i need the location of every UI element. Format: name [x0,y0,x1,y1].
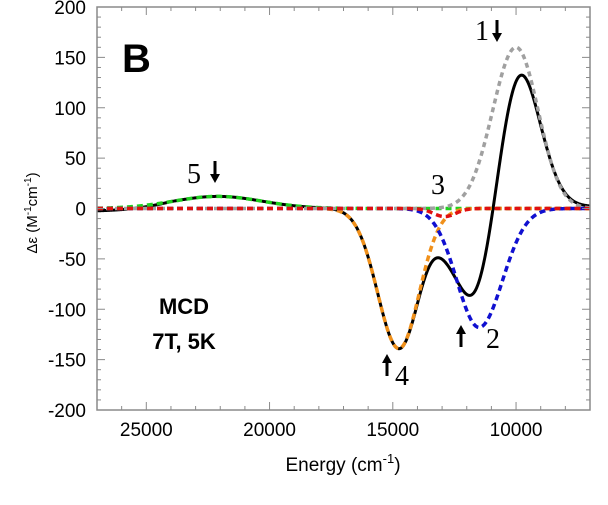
y-tick-label: -50 [59,250,86,271]
x-axis-title-end: ) [394,455,400,476]
x-tick-label: 10000 [490,420,543,441]
y-axis-title-end: ) [24,172,41,177]
x-axis-title-main: Energy (cm [285,455,382,476]
arrow-band-4-icon [382,354,392,376]
y-tick-label: -200 [48,401,86,422]
x-tick-label: 20000 [243,420,296,441]
band-label-1: 1 [475,16,489,47]
y-tick-label: 0 [75,200,86,221]
x-tick-label: 25000 [120,420,173,441]
arrow-band-2-icon [456,325,466,347]
series-band-3-fit [97,206,590,219]
series-band-4-fit [97,206,590,351]
x-tick-label: 15000 [366,420,419,441]
y-tick-label: 200 [54,0,86,19]
panel-label: B [122,37,151,81]
y-tick-label: -150 [48,351,86,372]
tick-labels-layer: 25000 20000 15000 10000 -200 -150 -100 -50 0 50 10… [48,0,543,441]
y-axis-title: Δε (M-1cm-1) [23,172,41,253]
y-tick-label: -100 [48,300,86,321]
band-label-3: 3 [431,170,445,201]
x-axis-title: Energy (cm-1) [285,451,400,476]
band-label-2: 2 [486,324,500,355]
markers-layer: 1 2 3 4 5 [187,16,502,392]
y-axis-title-sup1: -1 [23,206,34,215]
y-axis-title-mid: cm [24,186,41,206]
series-band-1-fit [97,45,590,211]
annotation-line-1: MCD [159,294,209,319]
x-axis-title-sup: -1 [383,451,395,466]
band-label-4: 4 [395,361,409,392]
y-axis-title-main: Δε (M [24,215,41,253]
arrow-band-1-icon [492,20,502,42]
series-layer [97,45,590,351]
series-band-5-fit [97,194,590,211]
arrow-band-5-icon [210,161,220,183]
y-tick-label: 150 [54,48,86,69]
ticks-layer [96,6,591,411]
band-label-5: 5 [187,159,201,190]
y-tick-label: 50 [65,149,86,170]
y-axis-title-sup2: -1 [23,177,34,186]
y-tick-label: 100 [54,99,86,120]
annotation-line-2: 7T, 5K [152,329,216,354]
